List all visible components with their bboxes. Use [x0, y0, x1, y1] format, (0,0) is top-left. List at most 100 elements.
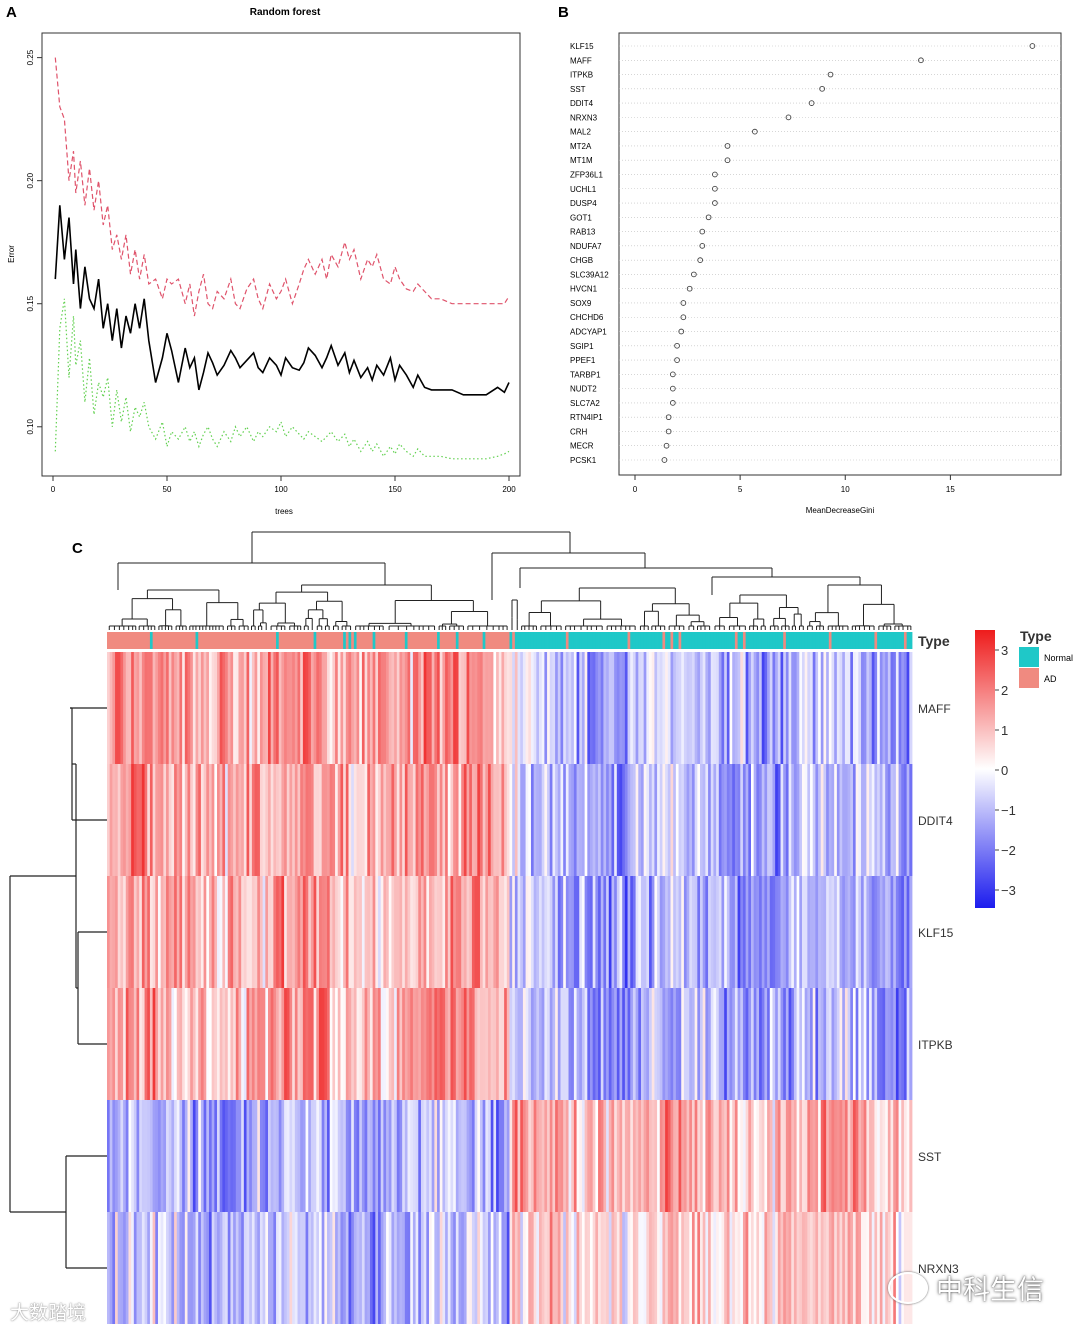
- heatmap-cell: [721, 876, 725, 988]
- gene-label-mt2a: MT2A: [570, 142, 592, 151]
- heatmap-cell: [608, 1212, 612, 1324]
- scale-tick-label: 2: [1001, 683, 1008, 698]
- x-tick-label: 5: [738, 485, 743, 494]
- heatmap-cell: [509, 1212, 513, 1324]
- type-annotation-cell: [801, 632, 806, 649]
- heatmap-cell: [737, 988, 741, 1100]
- heatmap-cell: [595, 1100, 599, 1212]
- heatmap-cell: [364, 1100, 368, 1212]
- heatmap-cell: [329, 652, 333, 764]
- heatmap-cell: [235, 1212, 239, 1324]
- gene-label-slc7a2: SLC7A2: [570, 399, 600, 408]
- type-annotation-cell: [785, 632, 789, 649]
- type-annotation-cell: [509, 632, 513, 649]
- type-annotation-cell: [225, 632, 229, 649]
- heatmap-cell: [643, 652, 647, 764]
- heatmap-cell: [761, 764, 765, 876]
- heatmap-cell: [662, 652, 666, 764]
- heatmap-cell: [606, 876, 610, 988]
- heatmap-cell: [364, 1212, 368, 1324]
- heatmap-cell: [552, 876, 556, 988]
- heatmap-cell: [133, 764, 137, 876]
- type-annotation-cell: [243, 632, 247, 649]
- heatmap-cell: [581, 1212, 586, 1324]
- heatmap-cell: [249, 652, 253, 764]
- heatmap-cell: [289, 1212, 293, 1324]
- heatmap-cell: [906, 652, 910, 764]
- type-annotation-cell: [230, 632, 234, 649]
- heatmap-cell: [818, 988, 822, 1100]
- heatmap-cell: [461, 764, 465, 876]
- heatmap-cell: [691, 876, 696, 988]
- type-annotation-cell: [659, 632, 663, 649]
- heatmap-cell: [176, 1100, 180, 1212]
- heatmap-cell: [378, 652, 382, 764]
- heatmap-cell: [176, 876, 180, 988]
- heatmap-cell: [573, 1100, 577, 1212]
- gini-point-tarbp1: [669, 371, 676, 378]
- heatmap-cell: [238, 764, 242, 876]
- heatmap-cell: [195, 1100, 199, 1212]
- heatmap-cell: [608, 988, 612, 1100]
- heatmap-cell: [839, 1212, 843, 1324]
- heatmap-cell: [458, 652, 462, 764]
- type-annotation-cell: [402, 632, 406, 649]
- heatmap-cell: [160, 988, 164, 1100]
- type-annotation-cell: [302, 632, 306, 649]
- heatmap-cell: [670, 876, 674, 988]
- heatmap-cell: [632, 652, 637, 764]
- heatmap-cell: [584, 764, 588, 876]
- type-annotation-cell: [812, 632, 816, 649]
- heatmap-cell: [834, 764, 838, 876]
- heatmap-cell: [643, 1212, 647, 1324]
- heatmap-cell: [222, 1212, 226, 1324]
- heatmap-cell: [662, 1212, 666, 1324]
- heatmap-cell: [683, 1100, 687, 1212]
- heatmap-cell: [844, 764, 848, 876]
- heatmap-cell: [383, 652, 387, 764]
- heatmap-cell: [332, 988, 336, 1100]
- heatmap-cell: [378, 764, 382, 876]
- heatmap-cell: [380, 1212, 384, 1324]
- heatmap-cell: [622, 988, 626, 1100]
- heatmap-cell: [238, 988, 242, 1100]
- heatmap-cell: [498, 1212, 502, 1324]
- heatmap-cell: [477, 988, 481, 1100]
- heatmap-cell: [300, 876, 304, 988]
- type-annotation-cell: [246, 632, 250, 649]
- heatmap-cell: [667, 876, 671, 988]
- gene-label-nrxn3: NRXN3: [570, 113, 598, 122]
- heatmap-cell: [694, 1212, 698, 1324]
- heatmap-cell: [614, 764, 618, 876]
- heatmap-cell: [391, 652, 395, 764]
- heatmap-cell: [179, 1100, 183, 1212]
- heatmap-cell: [686, 652, 690, 764]
- type-annotation-cell: [670, 632, 674, 649]
- heatmap-cell: [302, 1100, 306, 1212]
- heatmap-cell: [898, 652, 902, 764]
- type-annotation-cell: [415, 632, 419, 649]
- heatmap-cell: [547, 876, 551, 988]
- heatmap-cell: [678, 988, 682, 1100]
- heatmap-cell: [463, 988, 467, 1100]
- heatmap-cell: [243, 988, 247, 1100]
- type-annotation-cell: [555, 632, 559, 649]
- heatmap-cell: [353, 1100, 357, 1212]
- heatmap-cell: [630, 764, 634, 876]
- heatmap-cell: [775, 764, 779, 876]
- heatmap-cell: [281, 1212, 285, 1324]
- heatmap-cell: [544, 764, 548, 876]
- panel-label-a: A: [6, 4, 17, 21]
- heatmap-cell: [418, 988, 422, 1100]
- heatmap-cell: [842, 1212, 846, 1324]
- heatmap-cell: [839, 652, 843, 764]
- heatmap-cell: [576, 876, 580, 988]
- heatmap-cell: [469, 1100, 473, 1212]
- heatmap-cell: [662, 876, 666, 988]
- heatmap-cell: [265, 876, 269, 988]
- heatmap-cell: [412, 1100, 416, 1212]
- heatmap-cell: [211, 876, 215, 988]
- heatmap-cell: [828, 1212, 832, 1324]
- heatmap-cell: [125, 876, 129, 988]
- gini-point-adcyap1: [678, 328, 685, 335]
